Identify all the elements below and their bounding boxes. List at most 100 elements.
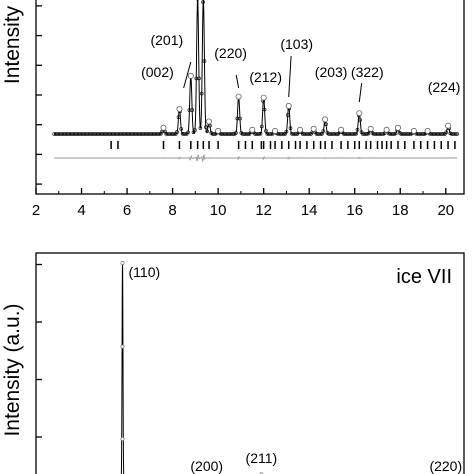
top-x-tick-label: 2 [32,202,40,219]
top-observed-point [157,132,162,136]
top-observed-point [235,116,240,121]
top-observed-point [352,132,357,136]
top-observed-point [302,132,307,136]
top-observed-point [126,132,130,136]
top-observed-point [112,132,117,136]
top-peak-leader-line [358,82,363,103]
bottom-observed-points [120,261,264,474]
top-observed-point [122,132,126,136]
top-x-axis-tick-labels: 2 4 6 8 10 12 14 16 18 20 [32,202,454,219]
top-peak-point [383,126,390,133]
top-observed-point [240,132,245,136]
top-peak-label: (203) [315,64,348,80]
top-observed-point [288,126,293,130]
top-observed-point [85,132,89,136]
top-observed-point [453,132,458,136]
top-observed-point [149,132,153,136]
top-observed-point [225,132,230,136]
top-observed-point [81,132,85,136]
top-observed-point [175,130,179,134]
top-observed-point [182,132,186,136]
top-x-tick-label: 16 [346,202,363,219]
top-observed-point [171,132,175,136]
top-peak-point [322,116,329,123]
top-observed-point [264,129,268,133]
top-observed-point [281,132,286,136]
top-observed-point [134,132,138,136]
top-observed-point [66,132,70,136]
top-observed-point [186,130,190,135]
top-observed-point [430,132,435,136]
top-observed-point [150,132,155,136]
top-observed-point [223,132,227,136]
top-observed-point [320,132,324,136]
top-observed-point [366,131,371,136]
top-observed-point [61,132,66,136]
top-observed-point [193,128,197,132]
top-peak-point [215,127,222,134]
ice-vii-annotation: ice VII [396,266,452,288]
top-observed-point [154,132,159,136]
top-observed-point [176,115,181,119]
top-peak-label: (201) [150,32,183,48]
top-observed-point [258,131,263,136]
top-observed-point [124,132,129,136]
top-reflection-ticks [110,141,456,149]
top-peak-point [271,127,278,134]
bottom-peak-label: (220) [429,458,462,474]
top-observed-point [118,132,122,136]
top-observed-point [82,132,87,136]
top-observed-point [202,59,207,63]
top-observed-point [262,107,267,112]
top-peak-leader-line [288,55,292,98]
top-observed-point [294,132,298,136]
top-peak-point [235,93,242,100]
top-observed-point [133,132,137,136]
top-observed-point [393,131,398,136]
top-peak-label: (220) [214,45,247,61]
top-peak-label: (322) [351,64,384,80]
top-observed-point [451,132,455,136]
top-observed-point [190,108,194,112]
top-calculated-profile [54,0,457,135]
top-y-axis-label: Intensity [1,5,24,84]
top-observed-point [205,129,209,134]
top-x-tick-label: 18 [392,202,409,219]
top-observed-point [285,113,290,117]
top-observed-point [145,132,149,136]
top-observed-point [277,132,282,136]
top-observed-point [227,132,231,136]
top-observed-point [259,124,264,129]
bottom-peak-label: (110) [129,264,161,280]
top-observed-point [169,132,174,136]
top-observed-point [172,132,177,136]
top-observed-point [429,132,434,136]
top-observed-point [201,0,205,4]
top-observed-point [197,76,201,81]
top-peak-label: (103) [280,36,313,52]
top-y-axis-ticks [36,5,42,185]
top-observed-point [307,132,312,136]
bottom-y-axis-label: Intensity (a.u.) [1,303,24,436]
top-observed-point [343,132,348,136]
top-peak-point [297,126,304,133]
bottom-plot-frame [35,252,465,474]
top-observed-point [101,132,106,136]
top-observed-point [130,132,134,136]
bottom-observed-point [120,344,125,349]
top-observed-point [128,132,133,136]
top-peak-point [410,127,417,134]
bottom-y-axis-ticks [36,263,42,438]
top-peak-point [249,126,256,133]
top-peak-point [285,102,292,109]
top-peak-leader-line [235,74,240,89]
top-observed-point [194,76,199,81]
top-observed-point [90,132,95,136]
top-observed-point [64,132,69,136]
top-observed-point [419,132,424,136]
top-observed-point [238,116,242,121]
top-observed-point [378,132,383,136]
top-observed-point [146,132,151,136]
top-x-tick-label: 10 [210,202,227,219]
top-observed-point [257,132,261,136]
